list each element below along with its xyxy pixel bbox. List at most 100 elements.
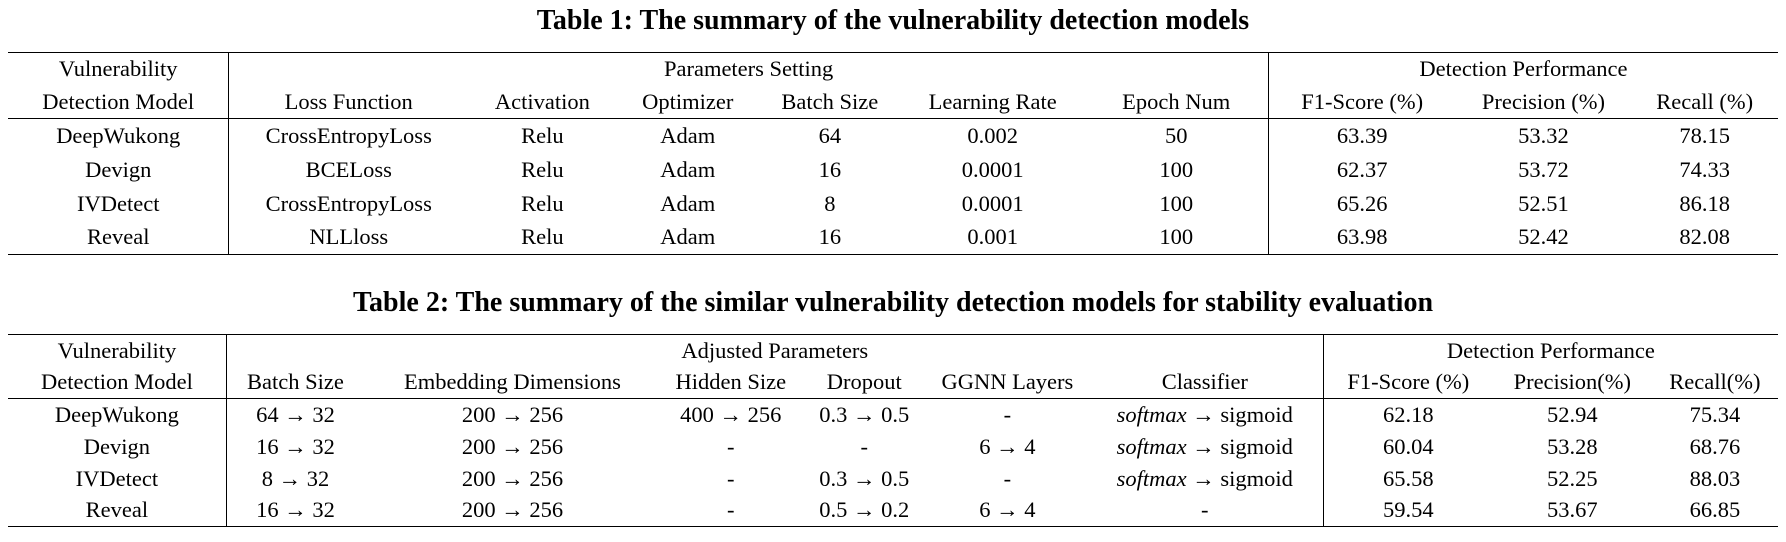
table-cell: 400 → 256 xyxy=(660,398,801,431)
table-cell: 60.04 xyxy=(1382,433,1434,459)
table-cell: Adam xyxy=(616,118,759,153)
table-cell: - xyxy=(660,494,801,527)
header-cell: Vulnerability xyxy=(8,52,230,86)
table-cell: 86.18 xyxy=(1679,190,1730,216)
classifier-cell: - xyxy=(1086,494,1324,527)
table-cell: 0.0001 xyxy=(961,156,1024,182)
softmax-label: softmax xyxy=(1116,401,1187,427)
table-cell: Relu xyxy=(467,220,617,255)
group-header-performance: Detection Performance xyxy=(1323,334,1778,367)
table-cell: 16 xyxy=(818,156,842,182)
table-cell: 59.54 xyxy=(1323,494,1493,527)
table2: Vulnerability Adjusted Parameters Detect… xyxy=(8,334,1778,527)
table-cell: 75.34 xyxy=(1651,398,1778,431)
softmax-label: softmax xyxy=(1116,433,1187,459)
column-header: Recall(%) xyxy=(1669,369,1761,395)
table-cell: 78.15 xyxy=(1631,118,1778,153)
table1: Vulnerability Parameters Setting Detecti… xyxy=(8,52,1778,255)
table-cell: 200 → 256 xyxy=(364,494,661,527)
table2-header-row2: Detection Model Batch Size Embedding Dim… xyxy=(8,366,1778,399)
table-cell: 63.98 xyxy=(1268,220,1456,255)
column-header: Loss Function xyxy=(284,88,413,114)
model-name-cell: IVDetect xyxy=(8,186,230,221)
table-cell: Adam xyxy=(660,190,716,216)
table-row: IVDetect 8 → 32 200 → 256 - 0.3 → 0.5 - … xyxy=(8,462,1778,495)
table-cell: 200 → 256 xyxy=(461,465,564,491)
table-cell: NLLloss xyxy=(228,220,468,255)
table-cell: 68.76 xyxy=(1689,433,1741,459)
table-cell: 0.3 → 0.5 xyxy=(819,465,910,491)
table-row: Devign BCELoss Relu Adam 16 0.0001 100 6… xyxy=(8,152,1778,187)
column-header: Learning Rate xyxy=(928,88,1057,114)
model-name-cell: DeepWukong xyxy=(8,118,230,153)
table-cell: 63.39 xyxy=(1268,118,1456,153)
table1-header-row1: Vulnerability Parameters Setting Detecti… xyxy=(8,52,1778,86)
classifier-cell: softmax → sigmoid xyxy=(1086,430,1324,463)
table-cell: Adam xyxy=(616,220,759,255)
table-cell: 100 xyxy=(1084,152,1269,187)
table-row: DeepWukong CrossEntropyLoss Relu Adam 64… xyxy=(8,118,1778,153)
table-row: Reveal 16 → 32 200 → 256 - 0.5 → 0.2 6 →… xyxy=(8,494,1778,527)
table-row: IVDetect CrossEntropyLoss Relu Adam 8 0.… xyxy=(8,186,1778,221)
table-cell: - xyxy=(1003,465,1012,491)
table-cell: 52.51 xyxy=(1518,190,1569,216)
table-cell: 16 → 32 xyxy=(226,494,365,527)
column-header: F1-Score (%) xyxy=(1301,88,1424,114)
model-name-cell: Devign xyxy=(8,430,227,463)
table-cell: 52.42 xyxy=(1455,220,1632,255)
table-cell: 8 xyxy=(824,190,836,216)
table-cell: 0.001 xyxy=(900,220,1085,255)
table2-title: Table 2: The summary of the similar vuln… xyxy=(352,287,1434,318)
table-cell: - xyxy=(727,465,735,491)
table-cell: 62.18 xyxy=(1323,398,1493,431)
table-cell: BCELoss xyxy=(305,156,392,182)
table-cell: 52.25 xyxy=(1546,465,1598,491)
model-name-cell: Reveal xyxy=(8,494,227,527)
group-header-performance: Detection Performance xyxy=(1268,52,1778,86)
table1-header-row2: Detection Model Loss Function Activation… xyxy=(8,85,1778,119)
table-cell: CrossEntropyLoss xyxy=(228,118,468,153)
column-header: Precision(%) xyxy=(1513,369,1632,395)
table-cell: 50 xyxy=(1084,118,1269,153)
column-header: F1-Score (%) xyxy=(1347,369,1470,395)
table-cell: - xyxy=(727,433,735,459)
table-cell: 64 → 32 xyxy=(226,398,365,431)
header-cell: Vulnerability xyxy=(8,334,227,367)
table-row: Reveal NLLloss Relu Adam 16 0.001 100 63… xyxy=(8,220,1778,255)
column-header: Batch Size xyxy=(781,88,879,114)
table-cell: 64 xyxy=(758,118,901,153)
group-header-parameters: Parameters Setting xyxy=(228,52,1269,86)
column-header: Detection Model xyxy=(8,366,227,399)
column-header: GGNN Layers xyxy=(941,369,1074,395)
table-cell: 6 → 4 xyxy=(927,494,1087,527)
table-cell: 65.58 xyxy=(1382,465,1434,491)
table-cell: 0.002 xyxy=(900,118,1085,153)
model-name-cell: Reveal xyxy=(8,220,230,255)
column-header: Embedding Dimensions xyxy=(404,369,621,395)
table-row: DeepWukong 64 → 32 200 → 256 400 → 256 0… xyxy=(8,398,1778,431)
column-header: Recall (%) xyxy=(1656,88,1754,114)
table-cell: 6 → 4 xyxy=(979,433,1036,459)
table-cell: 100 xyxy=(1084,186,1269,221)
column-header: Epoch Num xyxy=(1084,85,1269,119)
classifier-cell: softmax → sigmoid xyxy=(1086,462,1324,495)
table-cell: 66.85 xyxy=(1651,494,1778,527)
column-header: Hidden Size xyxy=(675,369,787,395)
table1-title: Table 1: The summary of the vulnerabilit… xyxy=(536,5,1250,36)
table-cell: 53.32 xyxy=(1455,118,1632,153)
model-name-cell: Devign xyxy=(8,152,230,187)
table-row: Devign 16 → 32 200 → 256 - - 6 → 4 softm… xyxy=(8,430,1778,463)
column-header: Optimizer xyxy=(642,88,734,114)
column-header: Classifier xyxy=(1086,366,1324,399)
group-header-adjusted: Adjusted Parameters xyxy=(226,334,1324,367)
table-cell: 0.5 → 0.2 xyxy=(800,494,928,527)
table-cell: 52.94 xyxy=(1492,398,1652,431)
table-cell: 53.28 xyxy=(1546,433,1598,459)
model-name-cell: IVDetect xyxy=(8,462,227,495)
table-cell: - xyxy=(860,433,869,459)
table-cell: 200 → 256 xyxy=(461,433,564,459)
table-cell: 62.37 xyxy=(1336,156,1388,182)
table-cell: 74.33 xyxy=(1679,156,1730,182)
table2-header-row1: Vulnerability Adjusted Parameters Detect… xyxy=(8,334,1778,367)
table-cell: Relu xyxy=(467,118,617,153)
